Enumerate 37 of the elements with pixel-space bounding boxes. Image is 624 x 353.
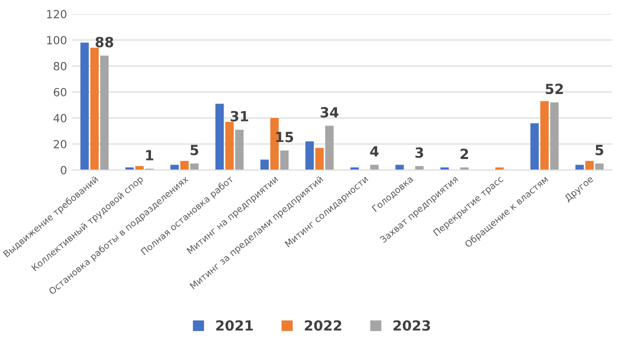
- data-label: 5: [190, 144, 198, 156]
- y-tick-label: 80: [54, 62, 66, 70]
- bar: [315, 148, 324, 170]
- y-tick-label: 0: [60, 166, 66, 174]
- data-label: 3: [415, 147, 424, 158]
- bar: [415, 166, 424, 170]
- legend-label: 2021: [216, 320, 253, 331]
- legend-label: 2023: [394, 320, 430, 331]
- bar: [260, 160, 269, 170]
- legend-label: 2022: [304, 320, 342, 331]
- data-label: 31: [230, 110, 248, 122]
- y-tick-label: 100: [47, 36, 66, 44]
- data-label: 1: [146, 150, 154, 160]
- bar: [530, 123, 539, 170]
- bar: [280, 150, 289, 170]
- bar: [215, 104, 224, 170]
- bar: [595, 164, 604, 170]
- data-label: 4: [370, 146, 379, 156]
- bar: [90, 48, 99, 170]
- data-label: 2: [460, 148, 468, 159]
- data-label: 5: [596, 144, 604, 156]
- bar: [550, 102, 559, 170]
- bar: [235, 130, 244, 170]
- data-label: 34: [320, 107, 338, 118]
- bar: [225, 122, 234, 170]
- y-tick-label: 60: [54, 88, 66, 96]
- data-label: 88: [96, 36, 114, 48]
- bar: [190, 164, 199, 170]
- y-tick-label: 40: [54, 114, 66, 122]
- data-label: 52: [546, 84, 563, 94]
- bar: [325, 126, 334, 170]
- bar: [80, 42, 89, 170]
- y-tick-label: 120: [47, 10, 66, 18]
- bar: [540, 101, 549, 170]
- bar: [100, 56, 109, 170]
- bar: [305, 141, 314, 170]
- y-tick-label: 20: [54, 140, 66, 148]
